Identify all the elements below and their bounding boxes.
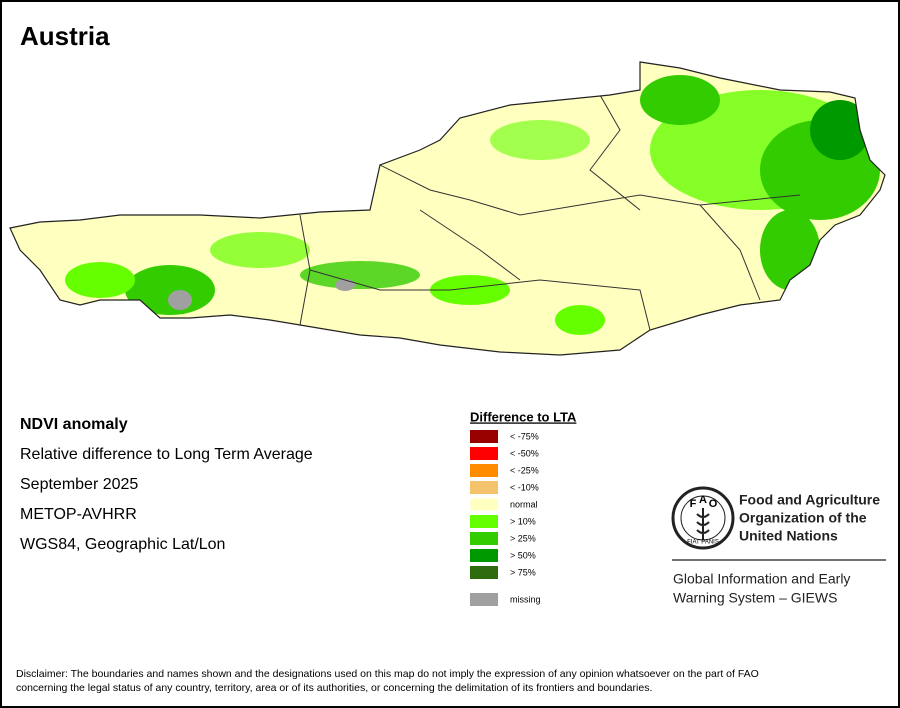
legend-label: < -25% (510, 465, 539, 475)
disclaimer-line: concerning the legal status of any count… (16, 682, 652, 694)
legend-label: > 50% (510, 550, 536, 560)
program-name: Global Information and Early (673, 571, 850, 587)
legend-label: > 25% (510, 533, 536, 543)
legend-label: missing (510, 594, 541, 604)
program: Global Information and Early Warning Syst… (673, 571, 850, 606)
legend-swatch (470, 532, 498, 545)
legend-swatch (470, 447, 498, 460)
legend-swatch (470, 430, 498, 443)
legend-label: > 75% (510, 567, 536, 577)
country-border (9, 61, 886, 356)
fao-logo: F A O FIAT PANIS (671, 486, 735, 550)
organization: Food and Agriculture Organization of the U… (739, 492, 880, 544)
legend-label: < -50% (510, 448, 539, 458)
legend-swatch (469, 497, 499, 512)
disclaimer: Disclaimer: The boundaries and names sho… (16, 668, 759, 694)
legend-swatch (470, 481, 498, 494)
logo-letter: A (699, 494, 707, 506)
disclaimer-line: Disclaimer: The boundaries and names sho… (16, 668, 759, 680)
legend-label: < -10% (510, 482, 539, 492)
logo-letter: O (709, 498, 718, 510)
legend-swatch (470, 515, 498, 528)
legend: < -75% < -50% < -25% < -10% normal > 10% > 25%… (469, 430, 541, 606)
info-line: Relative difference to Long Term Average (20, 446, 313, 463)
legend-label: < -75% (510, 431, 539, 441)
legend-title: Difference to LTA (470, 409, 577, 424)
legend-swatch (470, 464, 498, 477)
program-name: Warning System – GIEWS (673, 590, 837, 606)
legend-label: normal (510, 499, 538, 509)
legend-swatch (470, 549, 498, 562)
logo-motto: FIAT PANIS (687, 540, 719, 546)
info-line: METOP-AVHRR (20, 506, 137, 523)
legend-swatch (470, 566, 498, 579)
organization-name: Food and Agriculture (739, 492, 880, 508)
legend-swatch (470, 593, 498, 606)
info-line: September 2025 (20, 476, 138, 493)
info-line: WGS84, Geographic Lat/Lon (20, 536, 225, 553)
logo-letter: F (690, 498, 697, 510)
map-info: NDVI anomaly Relative difference to Long … (20, 416, 313, 553)
organization-name: United Nations (739, 528, 838, 544)
organization-name: Organization of the (739, 510, 867, 526)
legend-label: > 10% (510, 516, 536, 526)
map-title: Austria (20, 21, 110, 51)
info-heading: NDVI anomaly (20, 416, 128, 433)
